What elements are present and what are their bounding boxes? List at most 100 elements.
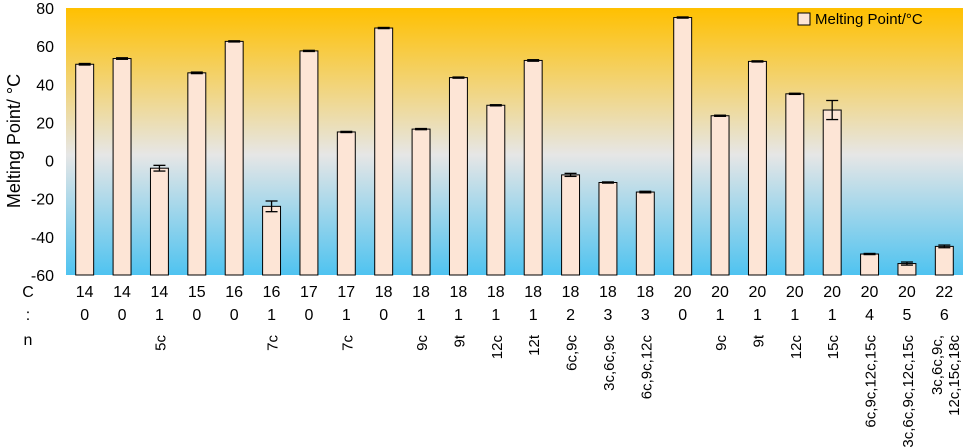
category-position-label: 3c,6c,9c, (929, 335, 946, 395)
category-position-label: 3c,6c,9c (601, 335, 618, 391)
category-double-bond-label: 1 (828, 307, 837, 324)
category-double-bond-label: 1 (790, 307, 799, 324)
category-position-label: 6c,9c (564, 335, 581, 371)
bar (860, 253, 880, 276)
category-carbon-label: 18 (524, 284, 542, 301)
category-carbon-label: 14 (113, 284, 131, 301)
category-carbon-label: 18 (636, 284, 654, 301)
plot-area-background (66, 8, 963, 275)
y-tick-label: 80 (36, 1, 54, 18)
category-double-bond-label: 1 (529, 307, 538, 324)
category-double-bond-label: 0 (230, 307, 239, 324)
category-carbon-label: 18 (412, 284, 430, 301)
y-tick-label: 20 (36, 115, 54, 132)
category-carbon-label: 14 (151, 284, 169, 301)
row-label-positions: n (24, 332, 33, 349)
category-double-bond-label: 1 (342, 307, 351, 324)
category-double-bond-label: 1 (417, 307, 426, 324)
category-double-bond-label: 5 (902, 307, 911, 324)
category-position-label: 5c (152, 335, 169, 351)
bar (747, 60, 767, 276)
category-double-bond-label: 1 (454, 307, 463, 324)
category-carbon-label: 15 (188, 284, 206, 301)
bar (374, 27, 394, 276)
bar (635, 191, 655, 276)
category-carbon-label: 20 (749, 284, 767, 301)
category-position-label: 12c,15c,18c (946, 335, 963, 416)
category-carbon-label: 20 (823, 284, 841, 301)
legend-swatch (797, 12, 811, 26)
y-axis: 80 60 40 20 0 -20 -40 -60 (31, 1, 54, 285)
y-tick-label: 40 (36, 77, 54, 94)
bar (710, 115, 730, 276)
bar (934, 245, 954, 276)
category-position-label: 9t (451, 334, 468, 347)
error-bars (78, 16, 951, 266)
category-carbon-label: 18 (487, 284, 505, 301)
category-carbon-label: 20 (898, 284, 916, 301)
bar (75, 63, 95, 276)
legend-label: Melting Point/°C (815, 11, 923, 28)
category-carbon-label: 22 (935, 284, 953, 301)
bar (598, 182, 618, 276)
category-double-bond-label: 1 (267, 307, 276, 324)
bar-series (75, 17, 954, 276)
category-carbon-label: 20 (786, 284, 804, 301)
bar (224, 40, 244, 276)
category-carbon-label: 20 (711, 284, 729, 301)
category-carbon-label: 17 (300, 284, 318, 301)
y-tick-label: -20 (31, 192, 54, 209)
category-position-label: 7c (339, 335, 356, 351)
y-tick-label: 0 (45, 154, 54, 171)
bar (448, 77, 468, 276)
category-double-bond-label: 0 (379, 307, 388, 324)
category-double-bond-label: 1 (753, 307, 762, 324)
category-carbon-label: 16 (263, 284, 281, 301)
y-tick-label: -60 (31, 268, 54, 285)
category-carbon-label: 18 (450, 284, 468, 301)
category-double-bond-label: 0 (118, 307, 127, 324)
category-double-bond-label: 1 (716, 307, 725, 324)
category-position-label: 12t (526, 334, 543, 356)
category-position-label: 12c (489, 335, 506, 360)
bar (822, 109, 842, 276)
category-carbon-label: 18 (599, 284, 617, 301)
category-carbon-label: 16 (225, 284, 243, 301)
bar (262, 205, 282, 276)
category-double-bond-label: 0 (304, 307, 313, 324)
bar (149, 167, 169, 276)
category-double-bond-label: 3 (603, 307, 612, 324)
bar (486, 104, 506, 276)
y-tick-label: -40 (31, 230, 54, 247)
bar (561, 174, 581, 276)
category-double-bond-label: 0 (80, 307, 89, 324)
category-row-labels: C : n (22, 284, 34, 349)
category-position-label: 3c,6c,9c,12c,15c (900, 335, 917, 448)
category-position-label: 7c (265, 335, 282, 351)
category-position-label: 6c,9c,12c (638, 335, 655, 400)
category-position-label: 15c (825, 335, 842, 360)
bar (187, 72, 207, 276)
bar (299, 50, 319, 276)
category-carbon-label: 20 (674, 284, 692, 301)
category-carbon-label: 14 (76, 284, 94, 301)
y-axis-label: Melting Point/ °C (4, 74, 24, 208)
category-double-bond-label: 3 (641, 307, 650, 324)
legend: Melting Point/°C (797, 11, 923, 28)
y-tick-label: 60 (36, 39, 54, 56)
category-carbon-label: 20 (861, 284, 879, 301)
row-label-double-bonds: : (26, 307, 30, 324)
category-position-label: 6c,9c,12c,15c (863, 335, 880, 428)
category-labels: 1401401415c1501601617c1701717c1801819c18… (76, 284, 963, 448)
bar (336, 131, 356, 276)
category-position-label: 12c (788, 335, 805, 360)
category-double-bond-label: 6 (940, 307, 949, 324)
category-double-bond-label: 0 (678, 307, 687, 324)
category-position-label: 9c (414, 335, 431, 351)
category-double-bond-label: 1 (491, 307, 500, 324)
category-carbon-label: 18 (562, 284, 580, 301)
bar (411, 128, 431, 276)
category-double-bond-label: 1 (155, 307, 164, 324)
category-position-label: 9t (750, 334, 767, 347)
